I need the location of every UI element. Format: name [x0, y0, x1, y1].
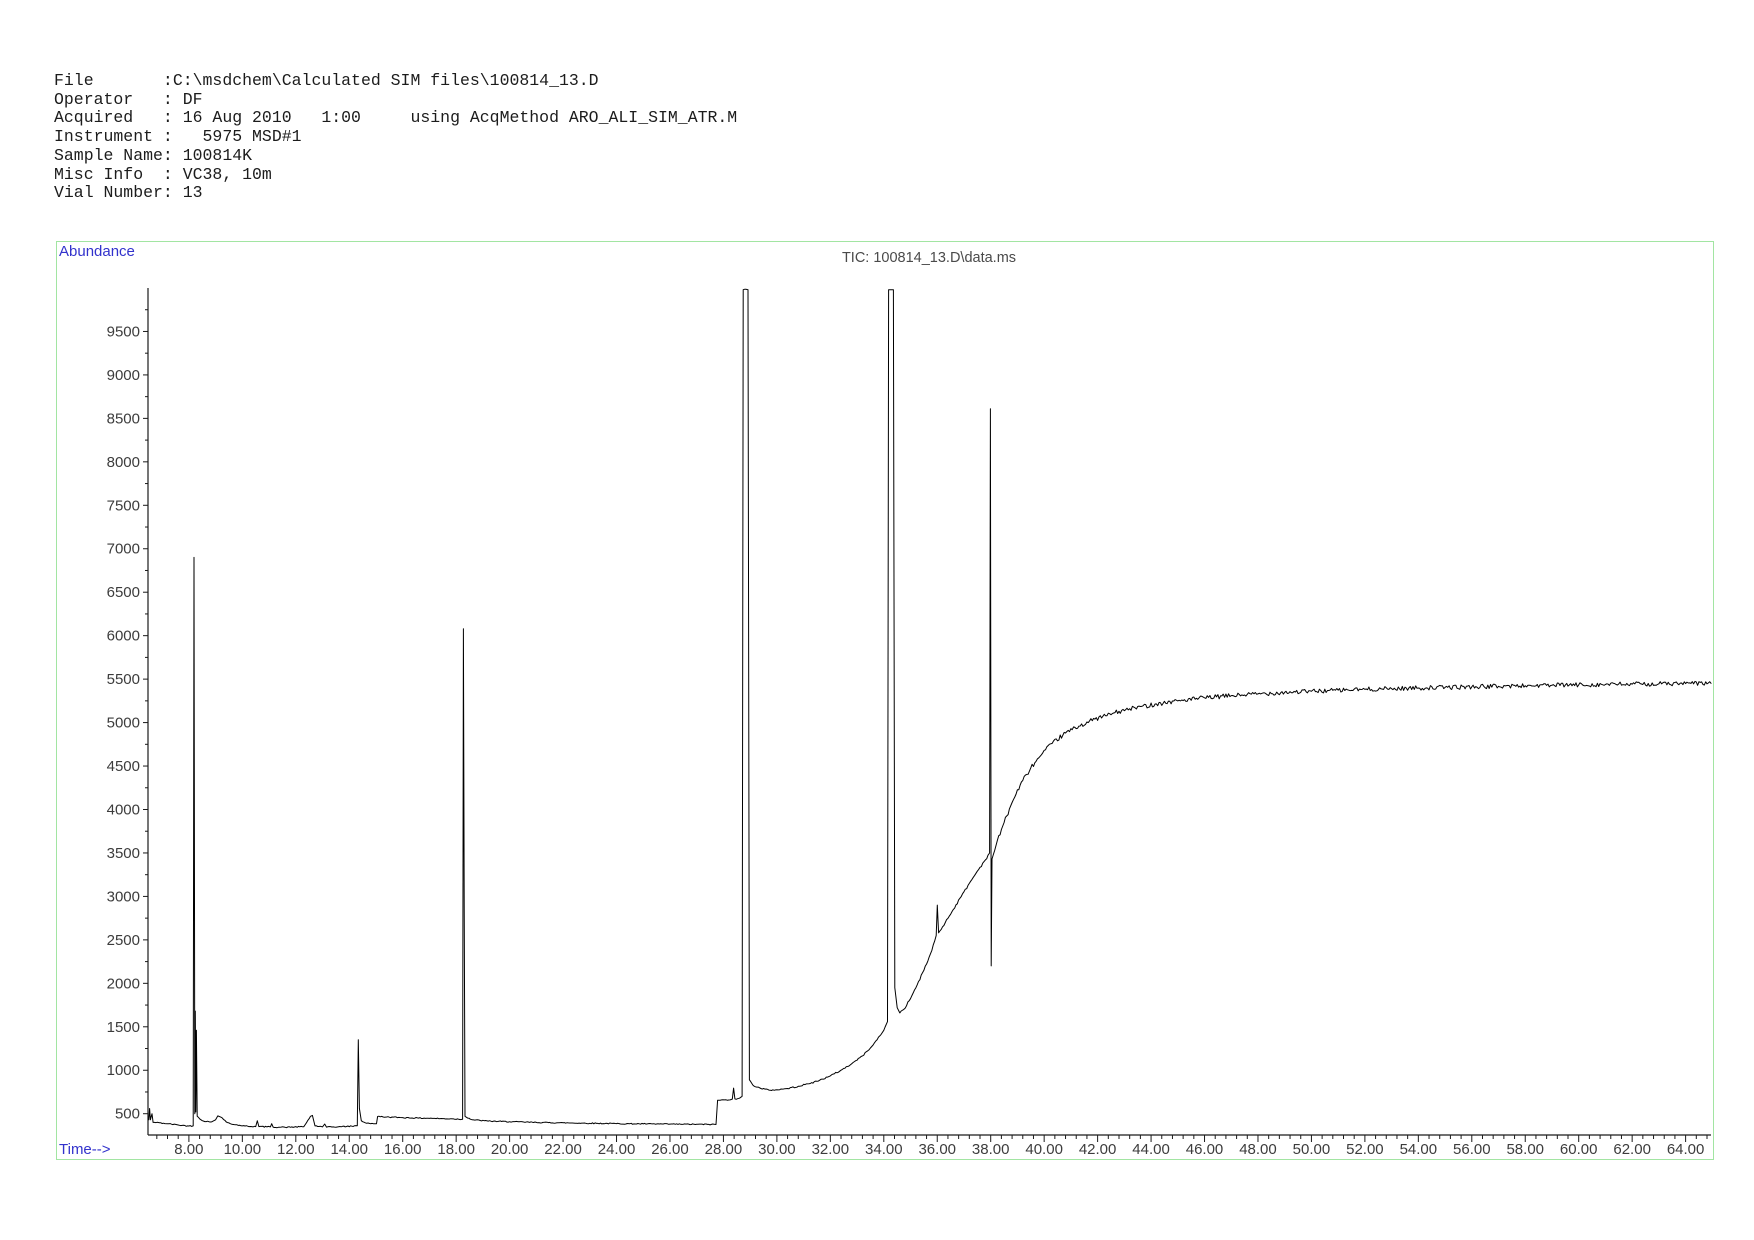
- header-line-file: File :C:\msdchem\Calculated SIM files\10…: [54, 71, 599, 90]
- x-tick-label: 60.00: [1560, 1141, 1598, 1158]
- x-tick-label: 28.00: [705, 1141, 743, 1158]
- x-tick-label: 30.00: [758, 1141, 796, 1158]
- y-tick-label: 7000: [107, 541, 140, 558]
- y-tick-label: 6000: [107, 628, 140, 645]
- y-tick-label: 5000: [107, 715, 140, 732]
- y-tick-label: 9500: [107, 323, 140, 340]
- x-tick-label: 10.00: [224, 1141, 262, 1158]
- y-tick-label: 2500: [107, 932, 140, 949]
- y-tick-label: 2000: [107, 975, 140, 992]
- abundance-label: Abundance: [59, 243, 135, 260]
- header-line-vial-number: Vial Number: 13: [54, 183, 203, 203]
- x-tick-label: 18.00: [437, 1141, 475, 1158]
- y-tick-label: 8500: [107, 410, 140, 427]
- file-info-header: File :C:\msdchem\Calculated SIM files\10…: [54, 71, 738, 203]
- x-tick-label: 50.00: [1293, 1141, 1331, 1158]
- x-tick-label: 24.00: [598, 1141, 636, 1158]
- x-tick-label: 38.00: [972, 1141, 1010, 1158]
- x-tick-label: 46.00: [1186, 1141, 1224, 1158]
- x-tick-label: 42.00: [1079, 1141, 1117, 1158]
- y-tick-label: 6500: [107, 584, 140, 601]
- y-tick-label: 3500: [107, 845, 140, 862]
- x-tick-label: 44.00: [1132, 1141, 1170, 1158]
- x-tick-label: 40.00: [1025, 1141, 1063, 1158]
- x-tick-label: 26.00: [651, 1141, 689, 1158]
- y-tick-label: 5500: [107, 671, 140, 688]
- y-tick-label: 1500: [107, 1019, 140, 1036]
- x-tick-label: 32.00: [812, 1141, 850, 1158]
- header-line-misc-info: Misc Info : VC38, 10m: [54, 164, 272, 184]
- x-tick-label: 36.00: [918, 1141, 956, 1158]
- y-tick-label: 9000: [107, 367, 140, 384]
- y-tick-label: 4000: [107, 801, 140, 818]
- x-tick-label: 22.00: [544, 1141, 582, 1158]
- x-tick-label: 56.00: [1453, 1141, 1491, 1158]
- header-line-acquired: Acquired : 16 Aug 2010 1:00 using AcqMet…: [54, 108, 738, 128]
- header-line-sample-name: Sample Name: 100814K: [54, 145, 253, 165]
- x-tick-label: 48.00: [1239, 1141, 1277, 1158]
- header-line-instrument: Instrument : 5975 MSD#1: [54, 127, 302, 147]
- x-tick-label: 58.00: [1506, 1141, 1544, 1158]
- y-tick-label: 7500: [107, 497, 140, 514]
- x-tick-label: 54.00: [1400, 1141, 1438, 1158]
- x-tick-label: 52.00: [1346, 1141, 1384, 1158]
- y-tick-label: 8000: [107, 454, 140, 471]
- x-tick-label: 14.00: [330, 1141, 368, 1158]
- x-tick-label: 12.00: [277, 1141, 315, 1158]
- header-line-operator: Operator : DF: [54, 89, 203, 109]
- x-tick-label: 20.00: [491, 1141, 529, 1158]
- y-tick-label: 4500: [107, 758, 140, 775]
- x-tick-label: 64.00: [1667, 1141, 1705, 1158]
- chromatogram-panel: 500 1000 1500 2000 2500 3000 3500 4000 4500 5000 5…: [56, 241, 1714, 1160]
- x-tick-label: 16.00: [384, 1141, 422, 1158]
- tic-chart: 500 1000 1500 2000 2500 3000 3500 4000 4500 5000 5…: [59, 243, 1712, 1158]
- y-tick-label: 500: [115, 1106, 140, 1123]
- y-tick-label: 3000: [107, 888, 140, 905]
- chart-title: TIC: 100814_13.D\data.ms: [842, 250, 1016, 266]
- time-axis-label: Time-->: [59, 1141, 111, 1158]
- x-tick-label: 62.00: [1613, 1141, 1651, 1158]
- x-tick-label: 8.00: [174, 1141, 203, 1158]
- tic-trace: [148, 288, 1712, 1129]
- y-tick-label: 1000: [107, 1062, 140, 1079]
- x-tick-label: 34.00: [865, 1141, 903, 1158]
